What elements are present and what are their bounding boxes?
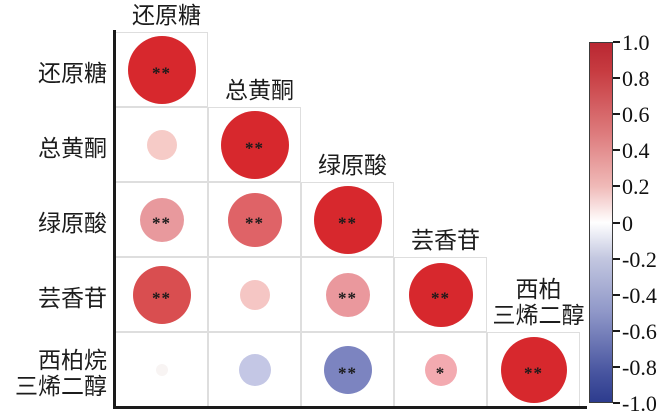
colorbar-tick: [613, 329, 620, 332]
row-label-5: 西柏烷 三烯二醇: [15, 347, 107, 399]
correlation-circle-r5c1: [155, 363, 168, 376]
axis-bottom-line: [113, 406, 587, 409]
correlation-circle-r4c1: **: [132, 265, 191, 324]
matrix-cell-r2c1: [115, 107, 208, 182]
significance-stars: **: [152, 288, 171, 308]
colorbar-tick: [613, 221, 620, 224]
row-label-3: 绿原酸: [38, 210, 107, 236]
matrix-cell-r3c3: **: [301, 182, 394, 257]
axis-left-line: [113, 30, 116, 409]
correlation-circle-r5c5: **: [500, 336, 567, 403]
column-header-2: 总黄酮: [225, 78, 294, 103]
colorbar-tick-label: 0.8: [622, 66, 650, 92]
significance-stars: **: [245, 213, 264, 233]
correlation-circle-r2c1: [146, 129, 177, 160]
correlation-circle-r5c3: **: [323, 345, 372, 394]
row-label-2: 总黄酮: [38, 135, 107, 161]
colorbar-tick-label: -0.4: [622, 282, 657, 308]
matrix-cell-r5c5: **: [487, 332, 580, 407]
significance-stars: **: [152, 213, 171, 233]
correlation-circle-r5c2: [238, 353, 271, 386]
colorbar-tick: [613, 113, 620, 116]
colorbar-tick-label: 0.4: [622, 138, 650, 164]
colorbar-tick: [613, 149, 620, 152]
column-header-1: 还原糖: [132, 3, 201, 28]
column-header-5: 西柏 三烯二醇: [492, 277, 585, 328]
colorbar-tick-label: 0.6: [622, 102, 650, 128]
colorbar: [589, 42, 613, 403]
correlation-circle-r4c3: **: [325, 272, 370, 317]
colorbar-tick-label: 1.0: [622, 30, 650, 55]
significance-stars: **: [245, 138, 264, 158]
significance-stars: **: [524, 363, 543, 383]
row-label-4: 芸香苷: [38, 285, 107, 311]
colorbar-tick-label: 0: [622, 210, 633, 236]
colorbar-tick: [613, 402, 620, 404]
colorbar-tick: [613, 77, 620, 80]
correlation-circle-r4c4: **: [408, 262, 473, 327]
correlation-circle-r2c2: **: [220, 110, 289, 179]
colorbar-tick-label: -1.0: [622, 391, 657, 416]
correlation-circle-r3c1: **: [139, 197, 184, 242]
matrix-cell-r4c2: [208, 257, 301, 332]
column-header-3: 绿原酸: [318, 153, 387, 178]
column-header-4: 芸香苷: [411, 228, 480, 253]
correlation-circle-r5c4: *: [424, 353, 457, 386]
matrix-cell-r5c2: [208, 332, 301, 407]
significance-stars: **: [338, 363, 357, 383]
correlation-circle-r1c1: **: [127, 35, 196, 104]
correlation-circle-r3c2: **: [227, 192, 282, 247]
significance-stars: **: [338, 213, 357, 233]
colorbar-tick-label: -0.6: [622, 318, 657, 344]
matrix-cell-r5c3: **: [301, 332, 394, 407]
matrix-cell-r1c1: **: [115, 32, 208, 107]
colorbar-tick-label: -0.2: [622, 246, 657, 272]
colorbar-tick: [613, 293, 620, 296]
significance-stars: **: [338, 288, 357, 308]
colorbar-tick-label: 0.2: [622, 174, 650, 200]
significance-stars: **: [152, 63, 171, 83]
matrix-cell-r3c1: **: [115, 182, 208, 257]
significance-stars: *: [435, 363, 446, 383]
matrix-cell-r4c1: **: [115, 257, 208, 332]
row-label-1: 还原糖: [38, 60, 107, 86]
matrix-cell-r4c3: **: [301, 257, 394, 332]
correlation-circle-r3c3: **: [313, 185, 382, 254]
colorbar-tick: [613, 41, 620, 43]
colorbar-tick: [613, 185, 620, 188]
significance-stars: **: [431, 288, 450, 308]
matrix-cell-r4c4: **: [394, 257, 487, 332]
colorbar-tick: [613, 365, 620, 368]
matrix-cell-r5c4: *: [394, 332, 487, 407]
matrix-cell-r5c1: [115, 332, 208, 407]
colorbar-tick-label: -0.8: [622, 354, 657, 380]
correlation-circle-r4c2: [239, 279, 270, 310]
colorbar-tick: [613, 257, 620, 260]
matrix-cell-r3c2: **: [208, 182, 301, 257]
matrix-cell-r2c2: **: [208, 107, 301, 182]
